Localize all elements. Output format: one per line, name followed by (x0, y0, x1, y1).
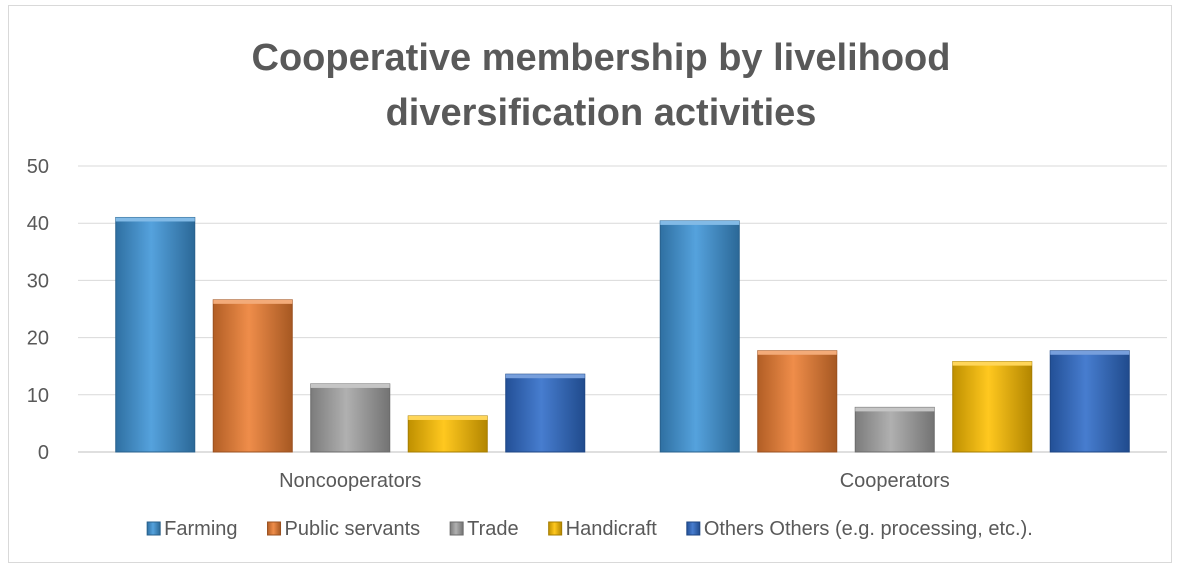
bar-top-bevel (660, 220, 740, 225)
legend-item: Farming (146, 518, 238, 540)
bar (1049, 350, 1130, 453)
y-tick-label: 0 (38, 442, 49, 464)
legend-item: Handicraft (548, 518, 658, 540)
legend-swatch (686, 521, 701, 536)
bar (212, 299, 293, 453)
legend-label: Trade (467, 518, 519, 540)
bar-top-bevel (952, 361, 1032, 366)
bar (115, 216, 196, 453)
y-tick-label: 50 (27, 156, 49, 178)
legend-item: Public servants (267, 518, 421, 540)
y-axis-ticks: 0 10 20 30 40 50 (27, 156, 49, 464)
bar (952, 361, 1033, 453)
y-tick-label: 30 (27, 270, 49, 292)
bar-top-bevel (408, 415, 488, 420)
bar (757, 350, 838, 453)
legend-item: Others Others (e.g. processing, etc.). (686, 518, 1033, 540)
legend: Farming Public servants Trade Handicraft Oth… (146, 518, 1033, 540)
y-tick-label: 10 (27, 385, 49, 407)
legend-swatch (146, 521, 161, 536)
bar-top-bevel (855, 407, 935, 412)
chart-title-line-2: diversification activities (386, 92, 817, 134)
bars (115, 216, 1130, 453)
bar-top-bevel (757, 350, 837, 355)
bar-top-bevel (1050, 350, 1130, 355)
bar-top-bevel (310, 383, 390, 388)
x-axis-ticks: Noncooperators Cooperators (279, 470, 950, 492)
chart-title-line-1: Cooperative membership by livelihood (252, 37, 951, 79)
x-tick-label: Cooperators (840, 470, 950, 492)
bar (854, 406, 935, 453)
chart-frame: Cooperative membership by livelihood div… (8, 5, 1172, 563)
bar-top-bevel (505, 374, 585, 379)
y-tick-label: 20 (27, 328, 49, 350)
bar (505, 373, 586, 453)
legend-label: Handicraft (566, 518, 658, 540)
bar (659, 220, 740, 453)
x-tick-label: Noncooperators (279, 470, 421, 492)
legend-swatch (548, 521, 563, 536)
legend-label: Others Others (e.g. processing, etc.). (704, 518, 1033, 540)
y-tick-label: 40 (27, 213, 49, 235)
legend-swatch (449, 521, 464, 536)
bar (407, 415, 488, 453)
bar-top-bevel (213, 299, 293, 304)
bar (310, 383, 391, 453)
legend-label: Public servants (285, 518, 421, 540)
legend-label: Farming (164, 518, 237, 540)
bar-chart: Cooperative membership by livelihood div… (27, 37, 1167, 540)
bar-top-bevel (115, 217, 195, 222)
legend-swatch (267, 521, 282, 536)
legend-item: Trade (449, 518, 519, 540)
